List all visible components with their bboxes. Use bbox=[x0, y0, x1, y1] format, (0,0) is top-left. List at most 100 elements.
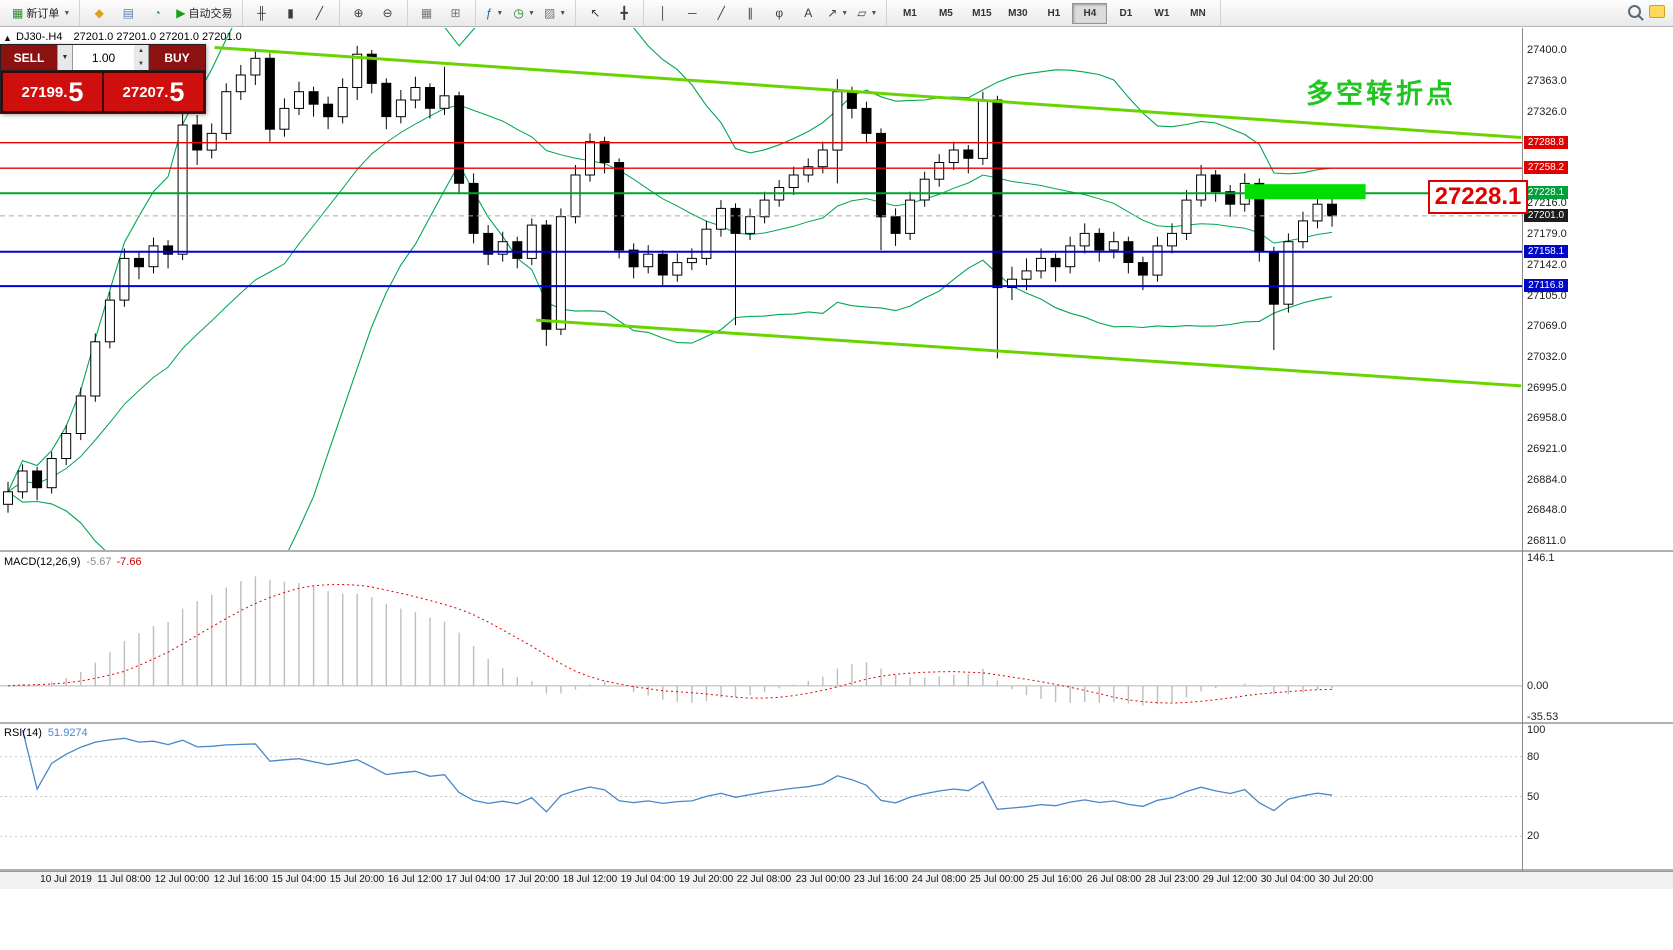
candle bbox=[745, 208, 756, 241]
candle bbox=[1196, 165, 1207, 207]
zoom-in-button[interactable]: ⊕ bbox=[345, 2, 373, 25]
cursor-button[interactable]: ↖ bbox=[581, 2, 609, 25]
symbols-button[interactable]: ◆ bbox=[85, 2, 113, 25]
timeframe-h1-button[interactable]: H1 bbox=[1047, 7, 1061, 19]
time-axis-label: 30 Jul 20:00 bbox=[1318, 874, 1374, 885]
sell-price-pips: 5 bbox=[68, 76, 84, 107]
trend-line-upper[interactable] bbox=[214, 46, 1522, 139]
candle bbox=[46, 451, 57, 494]
candle bbox=[1050, 253, 1061, 282]
fibonacci-icon: φ bbox=[775, 6, 784, 20]
templates-button-dropdown-icon[interactable]: ▼ bbox=[559, 9, 567, 17]
autotrading-button[interactable]: ▶ 自动交易 bbox=[172, 2, 236, 25]
panel-separator[interactable] bbox=[0, 869, 1673, 871]
candle bbox=[294, 81, 304, 115]
shapes-button-dropdown-icon[interactable]: ▼ bbox=[870, 9, 878, 17]
trend-line-lower[interactable] bbox=[536, 318, 1522, 388]
price-tick: 26995.0 bbox=[1527, 382, 1567, 394]
volume-dropdown-icon[interactable]: ▼ bbox=[57, 45, 73, 70]
highlight-zone[interactable] bbox=[1244, 184, 1366, 200]
periods-button-dropdown-icon[interactable]: ▼ bbox=[528, 9, 535, 17]
price-tick: 27216.0 bbox=[1527, 197, 1567, 209]
volume-stepper[interactable]: ▲ ▼ bbox=[134, 45, 149, 70]
time-axis-label: 30 Jul 04:00 bbox=[1260, 874, 1316, 885]
candle bbox=[614, 158, 625, 259]
macd-indicator-panel[interactable] bbox=[0, 552, 1522, 722]
zoom-out-icon: ⊖ bbox=[382, 6, 393, 20]
sell-button[interactable]: SELL bbox=[1, 45, 57, 70]
navigator-icon: ◔ bbox=[153, 6, 161, 20]
horizontal-line-icon: ─ bbox=[687, 6, 697, 20]
rsi-label: RSI(14) 51.9274 bbox=[4, 727, 88, 739]
arrows-button[interactable]: ↗ ▼ bbox=[823, 2, 852, 25]
market-watch-button[interactable]: ▤ bbox=[114, 2, 142, 25]
price-badge: 27228.1 bbox=[1524, 186, 1568, 199]
rsi-scale-tick: 20 bbox=[1527, 830, 1540, 842]
magnifier-icon[interactable] bbox=[1628, 5, 1641, 18]
time-axis[interactable]: 10 Jul 2019 11 Jul 08:00 12 Jul 00:00 12 Ju… bbox=[0, 871, 1673, 889]
timeframe-m15-button[interactable]: M15 bbox=[972, 7, 992, 19]
macd-signal-line bbox=[7, 583, 1333, 704]
candle bbox=[628, 243, 639, 279]
buy-button[interactable]: BUY bbox=[149, 45, 205, 70]
bollinger-lower-line bbox=[7, 162, 1333, 550]
panel-separator[interactable] bbox=[0, 722, 1673, 724]
line-chart-button[interactable]: ╱ bbox=[306, 2, 334, 25]
tile-windows-button[interactable]: ⊞ bbox=[442, 2, 470, 25]
chart-text-annotation: 多空转折点 bbox=[1306, 79, 1456, 109]
vertical-line-button[interactable]: │ bbox=[649, 2, 677, 25]
time-axis-label: 26 Jul 08:00 bbox=[1086, 874, 1142, 885]
new-order-button-dropdown-icon[interactable]: ▼ bbox=[63, 9, 71, 17]
navigator-button[interactable]: ◔ bbox=[143, 2, 171, 25]
candle bbox=[483, 225, 494, 266]
toolbar-group: ▦ 新订单 ▼ bbox=[3, 0, 81, 26]
channel-button[interactable]: ∥ bbox=[736, 2, 764, 25]
timeframe-h4-button[interactable]: H4 bbox=[1072, 2, 1108, 24]
rsi-indicator-panel[interactable] bbox=[0, 724, 1522, 869]
candle bbox=[1283, 233, 1294, 313]
timeframe-w1-button[interactable]: W1 bbox=[1154, 7, 1170, 19]
main-price-chart[interactable] bbox=[0, 28, 1522, 550]
volume-input[interactable] bbox=[73, 45, 134, 70]
candle bbox=[308, 86, 319, 117]
volume-down-icon[interactable]: ▼ bbox=[138, 60, 144, 67]
one-click-panel-toggle-icon[interactable]: ▲ bbox=[3, 33, 12, 43]
volume-up-icon[interactable]: ▲ bbox=[138, 48, 144, 55]
bollinger-middle-line bbox=[7, 104, 1333, 493]
candle bbox=[555, 208, 566, 336]
crosshair-button[interactable]: ╋ bbox=[610, 2, 638, 25]
trendline-button[interactable]: ╱ bbox=[707, 2, 735, 25]
current-price-badge: 27201.0 bbox=[1524, 209, 1568, 222]
panel-separator[interactable] bbox=[0, 550, 1673, 552]
new-order-button[interactable]: ▦ 新订单 ▼ bbox=[8, 2, 74, 25]
arrows-button-dropdown-icon[interactable]: ▼ bbox=[841, 9, 849, 17]
market-watch-icon: ▤ bbox=[122, 6, 134, 20]
candlestick-chart-button[interactable]: ▮ bbox=[277, 2, 305, 25]
candle bbox=[1225, 185, 1236, 217]
fibonacci-button[interactable]: φ bbox=[765, 2, 793, 25]
sell-price-button[interactable]: 27199. 5 bbox=[3, 73, 102, 111]
text-button[interactable]: A bbox=[794, 2, 822, 25]
candle bbox=[759, 191, 770, 224]
arrow-icon: ↗ bbox=[827, 6, 838, 20]
zoom-out-button[interactable]: ⊖ bbox=[374, 2, 402, 25]
chat-icon[interactable] bbox=[1649, 5, 1665, 18]
timeframe-m5-button[interactable]: M5 bbox=[938, 7, 953, 19]
zoom-in-icon: ⊕ bbox=[353, 6, 364, 20]
time-axis-label: 15 Jul 20:00 bbox=[329, 874, 385, 885]
periods-button[interactable]: ◷ ▼ bbox=[510, 2, 539, 25]
shapes-button[interactable]: ▱ ▼ bbox=[853, 2, 881, 25]
timeframe-m1-button[interactable]: M1 bbox=[902, 7, 917, 19]
horizontal-line-button[interactable]: ─ bbox=[678, 2, 706, 25]
timeframe-d1-button[interactable]: D1 bbox=[1119, 7, 1133, 19]
indicators-button[interactable]: ƒ ▼ bbox=[481, 2, 509, 25]
indicators-button-dropdown-icon[interactable]: ▼ bbox=[496, 9, 504, 17]
buy-price-button[interactable]: 27207. 5 bbox=[104, 73, 203, 111]
timeframe-m30-button[interactable]: M30 bbox=[1008, 7, 1028, 19]
candle bbox=[701, 220, 712, 266]
timeframe-mn-button[interactable]: MN bbox=[1190, 7, 1206, 19]
price-tick: 27142.0 bbox=[1527, 259, 1567, 271]
templates-button[interactable]: ▨ ▼ bbox=[540, 2, 570, 25]
bar-chart-button[interactable]: ╫ bbox=[248, 2, 276, 25]
auto-arrange-button[interactable]: ▦ bbox=[413, 2, 441, 25]
